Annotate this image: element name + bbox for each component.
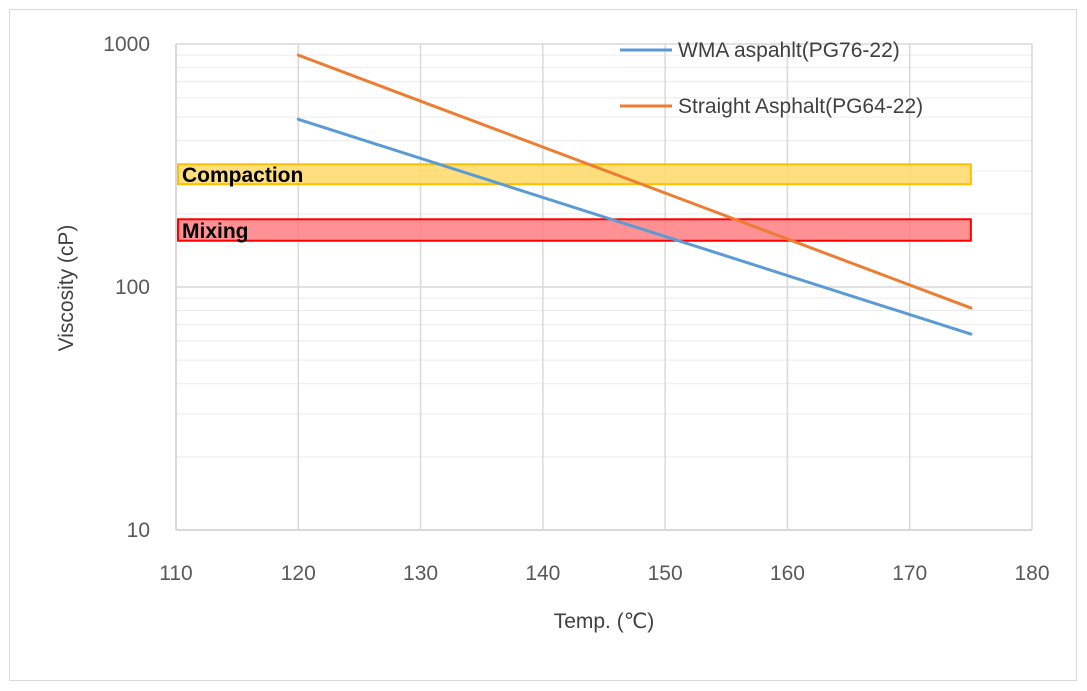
x-tick-label: 180	[1014, 562, 1049, 585]
data-series	[296, 53, 973, 336]
x-tick-label: 160	[770, 562, 805, 585]
temperature-bands	[177, 163, 972, 242]
x-axis-title: Temp. (℃)	[554, 610, 655, 633]
band-label-compaction: Compaction	[182, 164, 303, 187]
series-line-2	[296, 53, 973, 310]
band-label-mixing: Mixing	[182, 220, 249, 243]
y-tick-label: 1000	[103, 33, 150, 56]
band-compaction	[177, 163, 972, 186]
band-labels: Compaction Mixing	[182, 164, 303, 243]
legend-label-2: Straight Asphalt(PG64-22)	[678, 95, 923, 118]
legend: WMA aspahlt(PG76-22) Straight Asphalt(PG6…	[620, 39, 923, 118]
band-mixing	[177, 218, 972, 242]
legend-label-1: WMA aspahlt(PG76-22)	[678, 39, 900, 62]
x-tick-label: 120	[281, 562, 316, 585]
y-axis-title: Viscosity (cP)	[55, 225, 78, 352]
major-gridlines	[175, 43, 1033, 531]
x-tick-label: 110	[159, 562, 192, 585]
y-tick-label: 100	[115, 276, 150, 299]
x-tick-label: 130	[403, 562, 438, 585]
x-tick-label: 140	[525, 562, 560, 585]
x-tick-label: 150	[648, 562, 683, 585]
series-line-1	[296, 117, 973, 336]
y-tick-label: 10	[127, 519, 150, 542]
y-axis-ticks: 10 100 1000	[103, 33, 150, 542]
x-axis-ticks: 110 120 130 140 150 160 170 180	[159, 562, 1049, 585]
x-tick-label: 170	[892, 562, 927, 585]
